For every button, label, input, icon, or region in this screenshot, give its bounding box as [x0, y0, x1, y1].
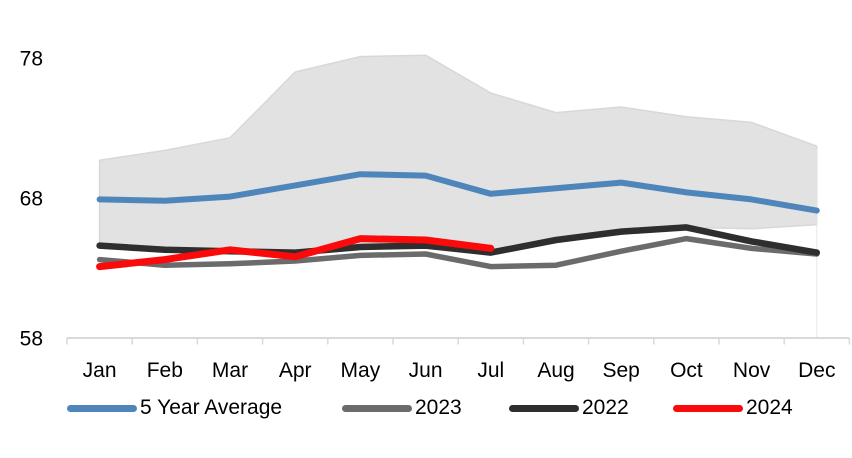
- range-band: [98, 54, 818, 255]
- legend-item-2023: 2023: [342, 394, 462, 422]
- x-axis-label-jun: Jun: [409, 359, 443, 382]
- legend-swatch-2024: [673, 404, 743, 412]
- series-line-5-year-average: [96, 171, 820, 214]
- legend-label-2023: 2023: [415, 396, 462, 419]
- y-axis-label-68: 68: [20, 188, 43, 211]
- legend-swatch-5-year-average: [67, 404, 137, 412]
- x-axis-label-aug: Aug: [537, 359, 574, 382]
- series-line-2024: [96, 235, 495, 271]
- series-line-2023: [96, 235, 820, 270]
- x-axis-label-may: May: [341, 359, 381, 382]
- legend-label-2024: 2024: [746, 396, 793, 419]
- legend-item-5-year-average: 5 Year Average: [67, 394, 282, 422]
- legend-swatch-2023: [342, 404, 412, 412]
- legend-item-2022: 2022: [509, 394, 629, 422]
- chart-legend: 5 Year Average 2023 2022 2024: [0, 394, 852, 422]
- y-axis-label-58: 58: [20, 328, 43, 351]
- legend-item-2024: 2024: [673, 394, 793, 422]
- x-axis-label-sep: Sep: [603, 359, 640, 382]
- y-axis-label-78: 78: [20, 48, 43, 71]
- x-axis-label-mar: Mar: [212, 359, 248, 382]
- legend-label-2022: 2022: [582, 396, 629, 419]
- x-axis-label-dec: Dec: [798, 359, 835, 382]
- legend-swatch-2022: [509, 404, 579, 412]
- x-axis-label-jan: Jan: [83, 359, 117, 382]
- x-axis-label-feb: Feb: [147, 359, 183, 382]
- x-axis-label-oct: Oct: [670, 359, 703, 382]
- x-axis-label-apr: Apr: [279, 359, 312, 382]
- legend-label-5-year-average: 5 Year Average: [140, 396, 283, 419]
- x-axis-label-jul: Jul: [477, 359, 504, 382]
- x-axis-label-nov: Nov: [733, 359, 771, 382]
